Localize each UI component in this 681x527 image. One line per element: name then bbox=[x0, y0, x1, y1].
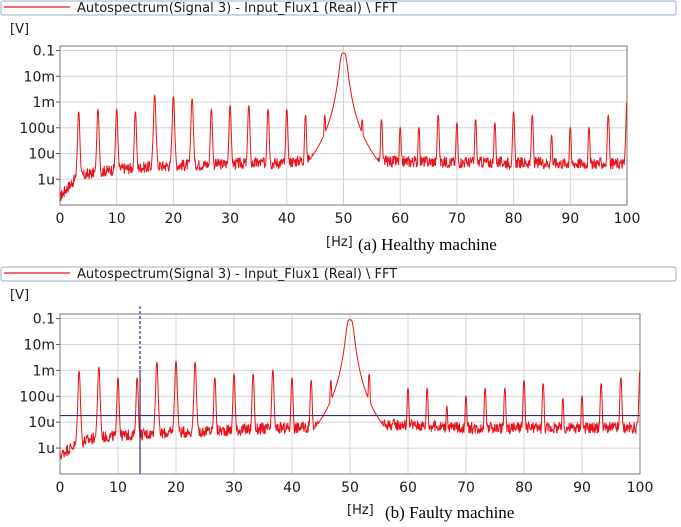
y-tick-label: 10u bbox=[28, 415, 55, 431]
plot-frame bbox=[59, 313, 641, 475]
y-axis-unit: [V] bbox=[10, 288, 29, 303]
legend-label: Autospectrum(Signal 3) - Input_Flux1 (Re… bbox=[77, 267, 397, 282]
x-tick-label: 30 bbox=[221, 211, 239, 227]
y-tick-label: 1u bbox=[37, 172, 55, 188]
x-tick-label: 100 bbox=[627, 480, 654, 496]
x-ticks: 0 10 20 30 40 50 60 70 80 90 100 bbox=[56, 480, 654, 496]
x-tick-label: 60 bbox=[391, 211, 409, 227]
y-axis-unit: [V] bbox=[10, 22, 29, 37]
x-tick-label: 50 bbox=[335, 211, 353, 227]
x-tick-label: 40 bbox=[278, 211, 296, 227]
gridlines bbox=[59, 314, 641, 474]
x-tick-label: 100 bbox=[614, 211, 641, 227]
x-tick-label: 40 bbox=[283, 480, 301, 496]
plot-frame bbox=[59, 45, 628, 206]
y-tick-label: 100u bbox=[19, 121, 55, 137]
legend-label: Autospectrum(Signal 3) - Input_Flux1 (Re… bbox=[77, 1, 397, 16]
y-tick-label: 1m bbox=[32, 95, 55, 111]
x-tick-label: 30 bbox=[225, 480, 243, 496]
x-tick-label: 70 bbox=[448, 211, 466, 227]
x-axis-unit: [Hz] bbox=[347, 503, 374, 518]
y-tick-label: 10m bbox=[24, 337, 55, 353]
y-tick-label: 100u bbox=[19, 389, 55, 405]
caption: (b) Faulty machine bbox=[385, 503, 514, 522]
x-tick-label: 80 bbox=[505, 211, 523, 227]
series-line bbox=[59, 319, 641, 460]
x-tick-label: 20 bbox=[164, 211, 182, 227]
y-ticks: 0.1 10m 1m 100u 10u 1u bbox=[19, 312, 60, 457]
x-tick-label: 90 bbox=[573, 480, 591, 496]
x-tick-label: 0 bbox=[56, 480, 65, 496]
x-tick-label: 0 bbox=[56, 211, 65, 227]
x-tick-label: 10 bbox=[109, 480, 127, 496]
panel-faulty: Autospectrum(Signal 3) - Input_Flux1 (Re… bbox=[0, 266, 677, 522]
y-tick-label: 0.1 bbox=[33, 312, 55, 328]
y-tick-label: 10m bbox=[24, 69, 55, 85]
y-tick-label: 1u bbox=[37, 441, 55, 457]
y-tick-label: 1m bbox=[32, 363, 55, 379]
x-tick-label: 70 bbox=[457, 480, 475, 496]
series-line bbox=[59, 52, 628, 202]
x-tick-label: 60 bbox=[399, 480, 417, 496]
caption: (a) Healthy machine bbox=[358, 235, 497, 254]
x-tick-label: 20 bbox=[167, 480, 185, 496]
x-tick-label: 90 bbox=[561, 211, 579, 227]
x-tick-label: 50 bbox=[341, 480, 359, 496]
x-axis-unit: [Hz] bbox=[326, 235, 353, 250]
x-ticks: 0 10 20 30 40 50 60 70 80 90 100 bbox=[56, 211, 641, 227]
gridlines bbox=[59, 46, 628, 205]
y-tick-label: 10u bbox=[28, 147, 55, 163]
x-tick-label: 80 bbox=[515, 480, 533, 496]
legend-box bbox=[0, 266, 677, 282]
legend-box bbox=[0, 0, 677, 16]
panel-healthy: Autospectrum(Signal 3) - Input_Flux1 (Re… bbox=[0, 0, 677, 254]
y-tick-label: 0.1 bbox=[33, 44, 55, 60]
y-ticks: 0.1 10m 1m 100u 10u 1u bbox=[19, 44, 60, 188]
x-tick-label: 10 bbox=[108, 211, 126, 227]
